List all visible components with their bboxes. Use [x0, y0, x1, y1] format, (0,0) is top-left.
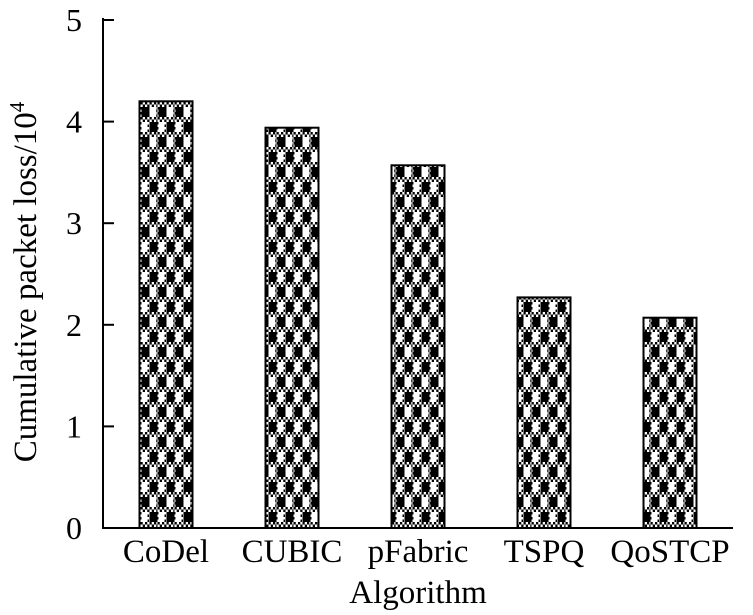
bar-tspq — [516, 296, 572, 529]
y-tick-label-1: 1 — [66, 408, 82, 444]
axes-layer — [102, 18, 733, 529]
bars-layer — [138, 100, 698, 530]
tick-labels-layer: CoDel CUBIC pFabric TSPQ QoSTCP 0 1 2 3 4 5 — [66, 2, 730, 570]
bar-qostcp — [642, 316, 698, 530]
y-tick-label-0: 0 — [66, 510, 82, 546]
category-label-qostcp: QoSTCP — [610, 534, 729, 570]
y-tick-label-5: 5 — [66, 2, 82, 38]
y-tick-label-4: 4 — [66, 104, 82, 140]
bar-codel — [138, 100, 194, 530]
category-label-codel: CoDel — [123, 534, 209, 570]
y-tick-label-2: 2 — [66, 307, 82, 343]
category-label-tspq: TSPQ — [504, 534, 585, 570]
category-label-cubic: CUBIC — [242, 534, 343, 570]
category-label-pfabric: pFabric — [368, 534, 469, 570]
bar-pfabric — [390, 164, 446, 530]
x-axis-title: Algorithm — [349, 575, 487, 611]
bar-cubic — [264, 126, 320, 529]
y-axis-title: Cumulative packet loss/104 — [5, 101, 44, 462]
y-tick-label-3: 3 — [66, 205, 82, 241]
